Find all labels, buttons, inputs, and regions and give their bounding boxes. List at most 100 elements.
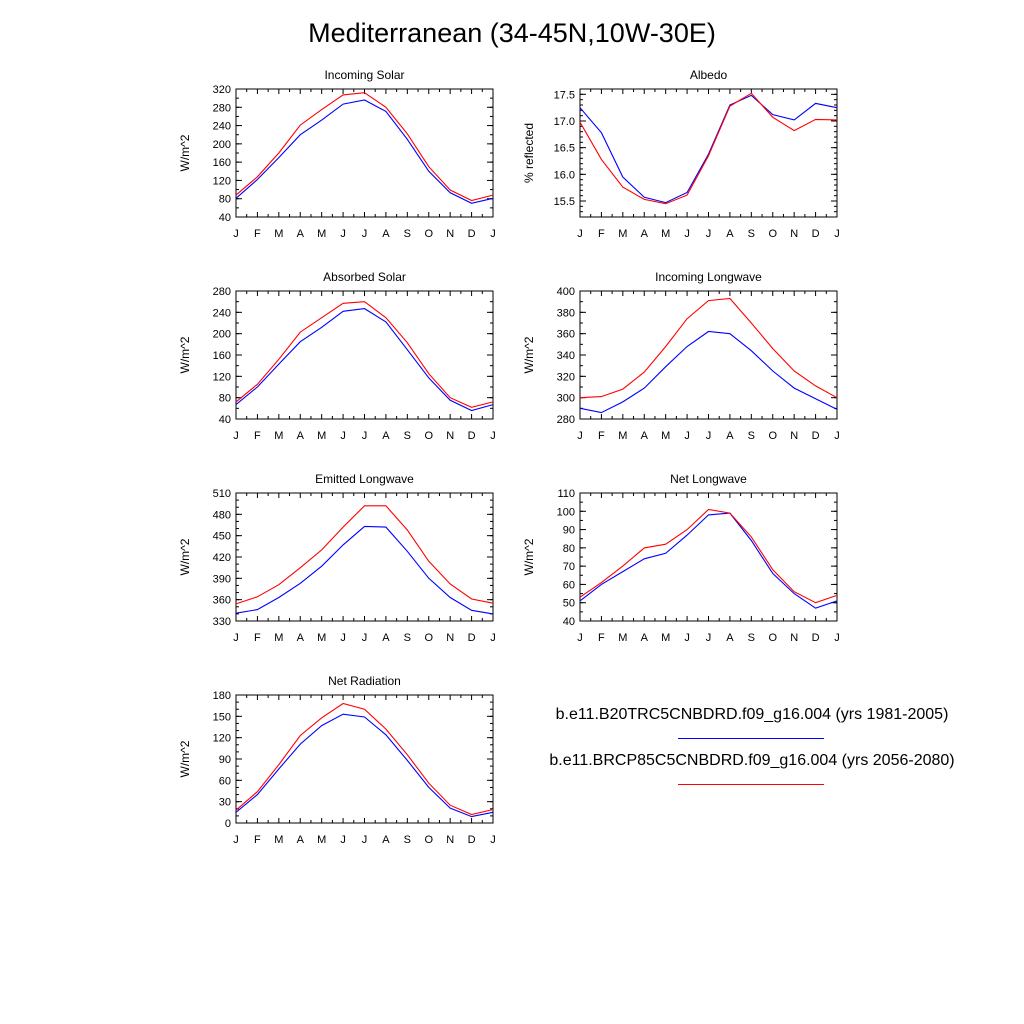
x-tick-label: J [577, 632, 583, 644]
x-tick-label: A [382, 228, 390, 240]
chart-title: Incoming Longwave [655, 270, 762, 284]
x-tick-label: D [812, 430, 820, 442]
x-tick-label: J [706, 430, 712, 442]
x-tick-label: N [446, 834, 454, 846]
x-tick-label: N [790, 430, 798, 442]
y-tick-label: 390 [213, 573, 231, 585]
y-tick-label: 280 [213, 102, 231, 114]
y-tick-label: 90 [563, 525, 575, 537]
x-tick-label: J [490, 430, 496, 442]
y-tick-label: 15.5 [554, 196, 575, 208]
y-tick-label: 16.5 [554, 143, 575, 155]
series-line-1 [579, 94, 838, 204]
y-tick-label: 60 [563, 579, 575, 591]
y-tick-label: 200 [213, 329, 231, 341]
y-tick-label: 320 [557, 371, 575, 383]
y-axis-label: W/m^2 [178, 538, 192, 575]
y-tick-label: 400 [557, 286, 575, 298]
y-tick-label: 17.5 [554, 89, 575, 101]
x-tick-label: D [812, 228, 820, 240]
x-tick-label: J [706, 228, 712, 240]
series-line-2 [235, 505, 494, 605]
x-tick-label: J [340, 430, 346, 442]
x-tick-label: J [490, 228, 496, 240]
y-tick-label: 80 [219, 393, 231, 405]
x-tick-label: S [404, 632, 411, 644]
x-tick-label: F [254, 430, 261, 442]
figure-title: Mediterranean (34-45N,10W-30E) [308, 18, 716, 48]
x-tick-label: J [577, 228, 583, 240]
y-tick-label: 330 [213, 616, 231, 628]
x-tick-label: J [233, 632, 239, 644]
x-tick-label: J [834, 430, 840, 442]
chart-title: Incoming Solar [324, 68, 404, 82]
x-tick-label: A [297, 834, 305, 846]
x-tick-label: S [748, 632, 755, 644]
x-tick-label: F [254, 228, 261, 240]
x-tick-label: A [641, 632, 649, 644]
x-tick-label: M [317, 632, 326, 644]
series-line-1 [235, 308, 494, 412]
y-tick-label: 280 [557, 414, 575, 426]
y-tick-label: 280 [213, 286, 231, 298]
chart-title: Net Longwave [670, 472, 747, 486]
series-line-2 [235, 92, 494, 202]
y-tick-label: 40 [219, 414, 231, 426]
x-tick-label: M [317, 430, 326, 442]
y-axis-label: W/m^2 [522, 336, 536, 373]
x-tick-label: A [726, 632, 734, 644]
x-tick-label: O [424, 228, 433, 240]
y-tick-label: 380 [557, 307, 575, 319]
x-tick-label: O [424, 430, 433, 442]
x-tick-label: A [726, 430, 734, 442]
x-tick-label: J [340, 228, 346, 240]
series-line-2 [235, 301, 494, 408]
y-tick-label: 60 [219, 775, 231, 787]
x-tick-label: J [684, 228, 690, 240]
y-tick-label: 50 [563, 598, 575, 610]
y-axis-label: W/m^2 [178, 134, 192, 171]
y-tick-label: 240 [213, 307, 231, 319]
x-tick-label: A [726, 228, 734, 240]
y-tick-label: 360 [557, 329, 575, 341]
x-tick-label: N [446, 228, 454, 240]
x-tick-label: O [768, 632, 777, 644]
legend-label-2: b.e11.BRCP85C5CNBDRD.f09_g16.004 (yrs 20… [549, 752, 955, 769]
x-tick-label: J [362, 228, 368, 240]
x-tick-label: J [340, 834, 346, 846]
x-tick-label: O [424, 632, 433, 644]
x-tick-label: O [768, 430, 777, 442]
plot-frame [235, 492, 494, 622]
x-tick-label: D [468, 632, 476, 644]
x-tick-label: J [706, 632, 712, 644]
x-tick-label: M [274, 632, 283, 644]
x-tick-label: M [274, 430, 283, 442]
x-tick-label: F [598, 632, 605, 644]
legend-swatch-2 [678, 784, 824, 785]
y-tick-label: 180 [213, 690, 231, 702]
x-tick-label: J [834, 228, 840, 240]
y-tick-label: 450 [213, 531, 231, 543]
y-axis-label: % reflected [522, 123, 536, 183]
x-tick-label: M [274, 228, 283, 240]
y-tick-label: 200 [213, 139, 231, 151]
y-tick-label: 420 [213, 552, 231, 564]
x-tick-label: A [382, 430, 390, 442]
x-tick-label: J [577, 430, 583, 442]
series-line-1 [235, 525, 494, 615]
x-tick-label: A [382, 834, 390, 846]
x-tick-label: S [748, 228, 755, 240]
x-tick-label: J [362, 834, 368, 846]
y-tick-label: 90 [219, 754, 231, 766]
x-tick-label: F [254, 834, 261, 846]
plot-frame [579, 290, 838, 420]
x-tick-label: S [748, 430, 755, 442]
y-tick-label: 150 [213, 711, 231, 723]
series-line-2 [579, 508, 838, 604]
plot-frame [235, 694, 494, 824]
x-tick-label: J [233, 228, 239, 240]
